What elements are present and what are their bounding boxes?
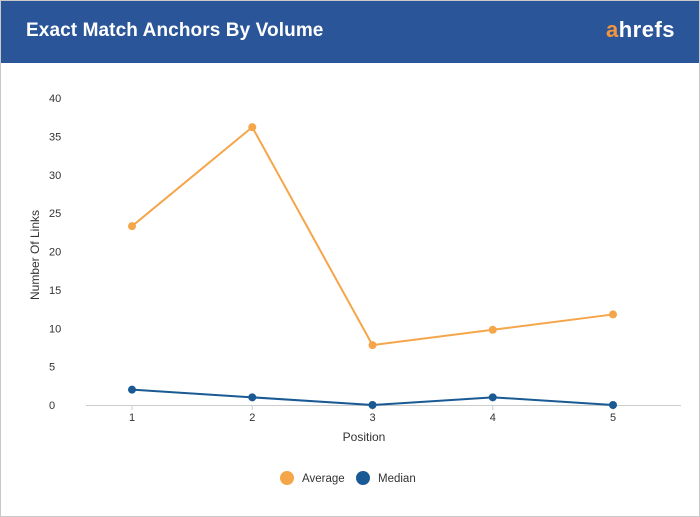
data-point-median[interactable] [368, 401, 377, 409]
x-tick-label: 5 [610, 412, 616, 424]
data-point-average[interactable] [368, 341, 377, 350]
series-line-average [131, 126, 614, 347]
logo-rest-text: hrefs [618, 17, 675, 42]
y-tick-label: 25 [49, 208, 61, 220]
y-tick-label: 30 [49, 170, 61, 182]
series-median [128, 385, 617, 409]
y-tick-label: 0 [49, 400, 55, 412]
legend-label-average: Average [302, 473, 345, 485]
logo-accent-letter: a [605, 17, 619, 42]
data-point-average[interactable] [488, 325, 497, 334]
data-point-median[interactable] [609, 401, 617, 409]
series-layer [128, 123, 617, 409]
data-point-average[interactable] [609, 310, 617, 319]
legend-label-median: Median [378, 473, 416, 485]
y-tick-label: 20 [49, 247, 61, 259]
y-tick-label: 15 [49, 285, 61, 297]
x-tick-label: 3 [369, 412, 375, 424]
ahrefs-logo: ahrefs [606, 17, 675, 43]
x-tick-label: 4 [490, 412, 496, 424]
legend-marker-median [356, 471, 370, 485]
x-tick-label: 2 [249, 412, 255, 424]
legend-marker-average [280, 471, 294, 485]
y-tick-label: 10 [49, 323, 61, 335]
y-tick-label: 5 [49, 362, 55, 374]
y-axis-ticks: 0 5 10 15 20 25 30 35 40 [49, 93, 61, 412]
chart-title: Exact Match Anchors By Volume [26, 20, 324, 41]
header-bar: Exact Match Anchors By Volume ahrefs [1, 1, 699, 63]
x-tick-label: 1 [129, 412, 135, 424]
y-tick-label: 35 [49, 131, 61, 143]
legend: Average Median [280, 471, 416, 485]
data-point-average[interactable] [248, 123, 257, 132]
legend-item-median[interactable]: Median [356, 471, 416, 485]
data-point-average[interactable] [128, 222, 136, 231]
legend-item-average[interactable]: Average [280, 471, 345, 485]
data-point-median[interactable] [248, 393, 257, 402]
series-average [128, 123, 617, 350]
y-axis-title: Number Of Links [28, 210, 42, 300]
data-point-median[interactable] [128, 385, 136, 394]
data-point-median[interactable] [488, 393, 497, 402]
x-axis-title: Position [343, 430, 386, 444]
y-tick-label: 40 [49, 93, 61, 105]
